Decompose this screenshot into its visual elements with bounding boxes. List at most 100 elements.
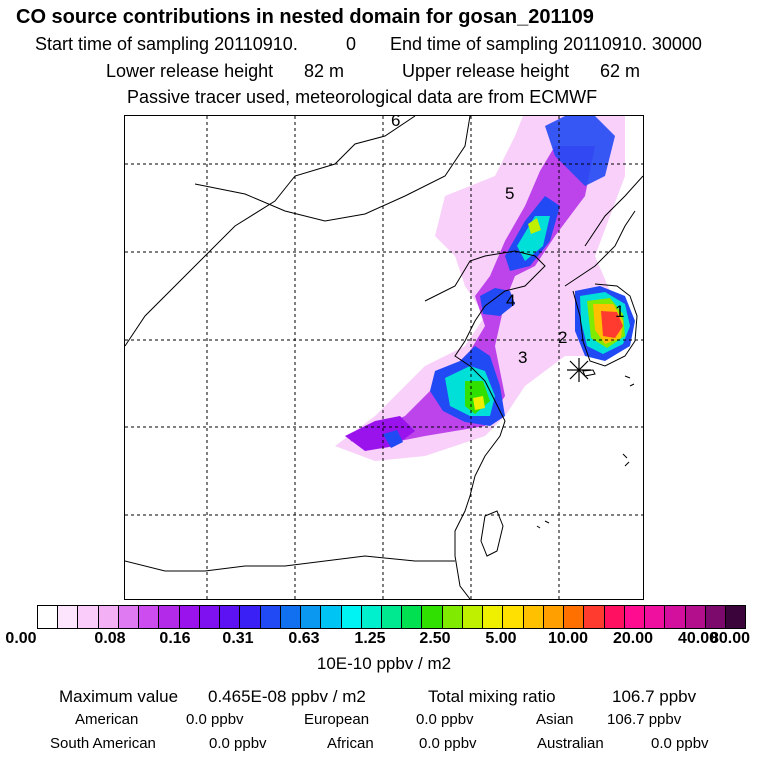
start-time-value: 0	[346, 34, 357, 54]
colorbar-swatch	[38, 606, 59, 628]
source-value-african: 0.0 ppbv	[419, 735, 477, 752]
lower-release-label: Lower release height	[106, 61, 274, 81]
colorbar-tick: 20.00	[612, 630, 654, 647]
colorbar-swatch	[280, 606, 302, 628]
colorbar-swatch	[361, 606, 382, 628]
colorbar-swatch	[483, 606, 504, 628]
colorbar-tick: 0.63	[288, 630, 320, 647]
colorbar-swatch	[422, 606, 443, 628]
colorbar-swatch	[645, 606, 666, 628]
colorbar-swatch	[543, 606, 565, 628]
source-name-african: African	[327, 735, 374, 752]
colorbar-swatch	[584, 606, 605, 628]
start-time-label: Start time of sampling 20110910.	[35, 34, 298, 54]
colorbar-swatch	[442, 606, 463, 628]
colorbar-swatch	[685, 606, 706, 628]
region-label-1: 1	[615, 302, 625, 321]
coastline-north	[125, 116, 416, 347]
coastline-south	[125, 555, 455, 572]
source-value-asian: 106.7 ppbv	[607, 711, 682, 728]
colorbar-swatch	[705, 606, 726, 628]
colorbar-swatch	[725, 606, 746, 628]
end-time-label: End time of sampling 20110910. 30000	[390, 34, 702, 54]
colorbar-tick: 0.16	[159, 630, 191, 647]
colorbar-tick: 40.00	[677, 630, 719, 647]
upper-release-label: Upper release height	[402, 61, 570, 81]
colorbar-swatch	[341, 606, 362, 628]
plume-west-blue	[383, 430, 403, 448]
region-label-2: 2	[558, 328, 568, 347]
colorbar-swatch	[159, 606, 180, 628]
plume-yellow	[473, 396, 485, 410]
plume-north-green	[528, 218, 541, 234]
plume-north-cyan	[517, 216, 550, 261]
colorbar-unit: 10E-10 ppbv / m2	[316, 654, 452, 673]
colorbar-swatch	[402, 606, 423, 628]
colorbar-tick: 1.25	[354, 630, 386, 647]
plume-bohai-blue	[480, 288, 515, 316]
colorbar-swatch	[240, 606, 261, 628]
colorbar-tick: 5.00	[485, 630, 517, 647]
colorbar-swatch	[523, 606, 544, 628]
plume-top-blue	[545, 116, 615, 186]
colorbar-swatch	[564, 606, 585, 628]
colorbar-tick: 10.00	[547, 630, 589, 647]
colorbar-swatch	[260, 606, 281, 628]
coastline-japan-islands	[536, 375, 635, 529]
colorbar-swatch	[78, 606, 99, 628]
colorbar-swatch	[98, 606, 119, 628]
coastline-bohai	[424, 250, 546, 599]
plume-layer	[335, 116, 635, 461]
source-value-european: 0.0 ppbv	[416, 711, 474, 728]
colorbar-swatch	[179, 606, 200, 628]
colorbar-swatch	[381, 606, 403, 628]
region-label-4: 4	[506, 291, 516, 310]
colorbar-swatch	[199, 606, 221, 628]
colorbar-swatch	[118, 606, 140, 628]
page-title: CO source contributions in nested domain…	[16, 6, 594, 28]
source-name-american: American	[75, 711, 139, 728]
total-mixing-label: Total mixing ratio	[428, 687, 556, 706]
colorbar-swatch	[462, 606, 484, 628]
colorbar-tick: 0.31	[222, 630, 254, 647]
colorbar-tick: 0.08	[94, 630, 126, 647]
map-canvas	[125, 116, 643, 599]
colorbar-swatch	[220, 606, 241, 628]
source-name-south-american: South American	[50, 735, 156, 752]
colorbar-swatch	[604, 606, 625, 628]
map-panel: 1 2 3 4 5 6	[124, 115, 644, 600]
source-value-american: 0.0 ppbv	[186, 711, 244, 728]
border-mongolia	[194, 116, 471, 222]
asterisk-icon	[567, 358, 591, 382]
coastline-russia	[584, 175, 643, 247]
total-mixing-value: 106.7 ppbv	[612, 687, 697, 706]
tracer-note: Passive tracer used, meteorological data…	[127, 87, 598, 107]
lower-release-value: 82 m	[304, 61, 345, 81]
coastline-korea	[564, 210, 638, 367]
colorbar-swatch	[58, 606, 79, 628]
coastline-taiwan	[480, 510, 504, 557]
source-name-australian: Australian	[537, 735, 604, 752]
source-name-european: European	[304, 711, 370, 728]
region-label-6: 6	[391, 115, 401, 130]
max-value: 0.465E-08 ppbv / m2	[208, 687, 366, 706]
region-label-3: 3	[518, 348, 528, 367]
source-value-australian: 0.0 ppbv	[651, 735, 709, 752]
grid-layer	[125, 116, 643, 599]
colorbar-tick: 0.00	[5, 630, 37, 647]
source-value-south-american: 0.0 ppbv	[209, 735, 267, 752]
max-value-label: Maximum value	[59, 687, 179, 706]
colorbar-swatch	[665, 606, 686, 628]
colorbar-swatch	[301, 606, 322, 628]
plume-korea-red	[601, 311, 623, 338]
colorbar	[37, 605, 746, 629]
region-label-5: 5	[505, 184, 515, 203]
colorbar-tick: 80.00	[709, 630, 751, 647]
source-name-asian: Asian	[536, 711, 574, 728]
coastline-layer	[125, 116, 643, 599]
colorbar-swatch	[624, 606, 646, 628]
colorbar-swatch	[139, 606, 160, 628]
colorbar-swatch	[503, 606, 524, 628]
upper-release-value: 62 m	[600, 61, 641, 81]
colorbar-swatch	[321, 606, 342, 628]
